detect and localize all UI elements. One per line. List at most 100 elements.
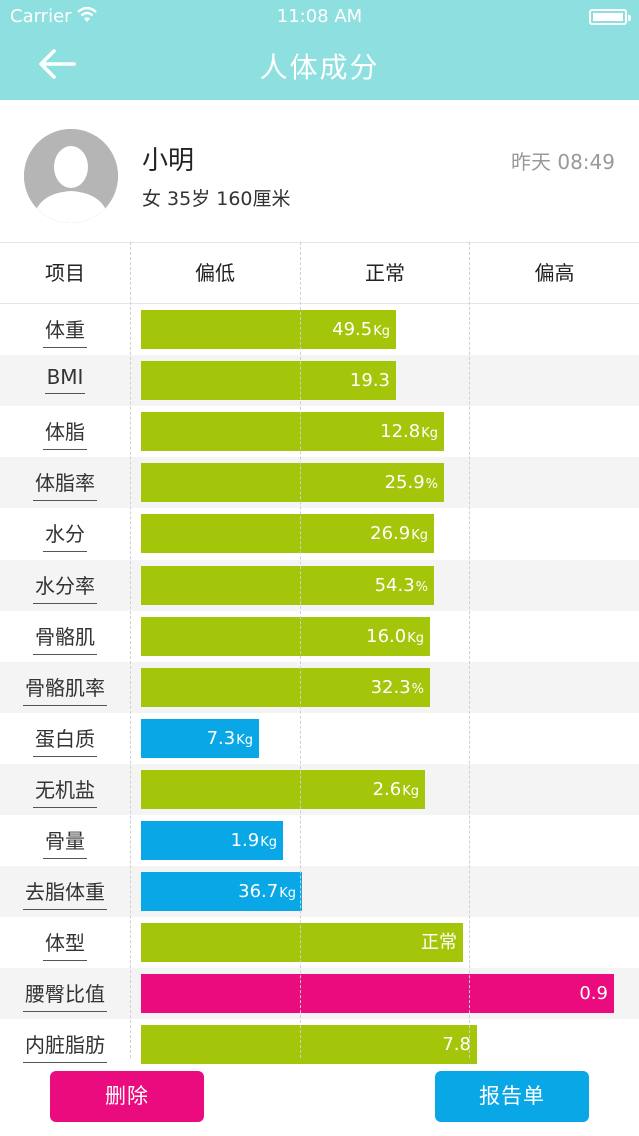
row-label-text: 内脏脂肪 xyxy=(23,1029,107,1064)
battery-icon xyxy=(589,9,631,25)
row-label-text: 体重 xyxy=(43,314,87,348)
row-label[interactable]: 水分率 xyxy=(0,570,130,604)
row-label[interactable]: 内脏脂肪 xyxy=(0,1029,130,1064)
value-bar: 1.9Kg xyxy=(141,821,283,860)
value-text: 7.8 xyxy=(442,1034,471,1056)
column-header-high: 偏高 xyxy=(534,261,575,285)
row-label[interactable]: 体脂率 xyxy=(0,467,130,502)
value-bar: 54.3% xyxy=(141,565,434,605)
value-text: 49.5 xyxy=(332,319,373,340)
value-text: 25.9 xyxy=(384,472,425,494)
row-label[interactable]: 体型 xyxy=(0,927,130,962)
value-text: 7.3 xyxy=(206,727,236,749)
value-text: 32.3 xyxy=(370,676,411,698)
nav-header: Carrier 11:08 AM 人体成分 xyxy=(0,0,639,100)
value-text: 26.9 xyxy=(370,523,411,545)
column-divider xyxy=(130,242,131,1058)
unit-text: Kg xyxy=(260,835,277,850)
column-header-item: 项目 xyxy=(45,261,85,285)
row-label-text: 水分 xyxy=(43,518,87,553)
value-text: 16.0 xyxy=(366,625,407,647)
row-label-text: 骨骼肌 xyxy=(33,621,97,655)
table-row: 骨骼肌率 32.3% xyxy=(0,661,639,713)
row-label-text: 体脂率 xyxy=(33,467,97,502)
row-label-text: 骨骼肌率 xyxy=(23,672,107,706)
unit-text: % xyxy=(425,477,438,493)
unit-text: Kg xyxy=(402,783,419,799)
value-bar: 2.6Kg xyxy=(141,769,425,809)
row-label[interactable]: 体脂 xyxy=(0,416,130,451)
value-bar: 32.3% xyxy=(141,667,430,707)
value-text: 正常 xyxy=(421,932,457,954)
user-name: 小明 xyxy=(142,146,195,176)
row-label-text: 体脂 xyxy=(43,416,87,451)
row-label[interactable]: 腰臀比值 xyxy=(0,978,130,1013)
table-row: 体重 49.5Kg xyxy=(0,304,639,355)
value-bar: 7.3Kg xyxy=(141,718,259,758)
column-header-low: 偏低 xyxy=(195,261,235,285)
value-text: 0.9 xyxy=(579,983,608,1005)
value-bar: 16.0Kg xyxy=(141,616,430,656)
table-header: 项目 偏低 正常 偏高 xyxy=(0,242,639,304)
unit-text: % xyxy=(415,579,428,595)
unit-text: % xyxy=(411,681,424,697)
back-button[interactable] xyxy=(34,44,82,84)
value-bar: 49.5Kg xyxy=(141,310,396,349)
user-silhouette-icon xyxy=(24,129,118,223)
unit-text: Kg xyxy=(236,732,253,748)
value-text: 19.3 xyxy=(349,370,390,392)
table-row: BMI 19.3 xyxy=(0,355,639,407)
status-time: 11:08 AM xyxy=(276,6,363,27)
row-label[interactable]: 骨骼肌率 xyxy=(0,672,130,706)
unit-text: Kg xyxy=(407,630,424,646)
carrier-label: Carrier xyxy=(10,6,72,27)
row-label-text: 腰臀比值 xyxy=(23,978,107,1013)
value-bar: 19.3 xyxy=(141,361,396,401)
value-bar: 36.7Kg xyxy=(141,872,302,912)
value-text: 2.6 xyxy=(372,778,402,800)
report-button[interactable]: 报告单 xyxy=(435,1071,589,1122)
table-row: 无机盐 2.6Kg xyxy=(0,763,639,815)
table-row: 去脂体重 36.7Kg xyxy=(0,866,639,918)
value-bar: 0.9 xyxy=(141,974,614,1014)
page-title: 人体成分 xyxy=(259,51,380,84)
row-label-text: 无机盐 xyxy=(33,774,97,808)
table-row: 腰臀比值 0.9 xyxy=(0,968,639,1020)
value-bar: 正常 xyxy=(141,923,463,963)
row-label[interactable]: 去脂体重 xyxy=(0,876,130,911)
unit-text: Kg xyxy=(421,426,438,442)
row-label[interactable]: BMI xyxy=(0,365,130,395)
value-bar: 7.8 xyxy=(141,1025,477,1065)
row-label[interactable]: 蛋白质 xyxy=(0,723,130,757)
table-row: 蛋白质 7.3Kg xyxy=(0,713,639,764)
profile-card: 小明 女 35岁 160厘米 昨天 08:49 xyxy=(0,100,639,242)
value-text: 36.7 xyxy=(238,881,279,903)
value-text: 1.9 xyxy=(230,830,260,851)
avatar[interactable] xyxy=(24,129,118,223)
row-label-text: BMI xyxy=(44,365,86,395)
table-row: 骨骼肌 16.0Kg xyxy=(0,611,639,662)
table-row: 骨量 1.9Kg xyxy=(0,815,639,866)
delete-button[interactable]: 删除 xyxy=(50,1071,204,1122)
column-divider xyxy=(469,242,470,1058)
column-divider xyxy=(300,242,301,1058)
value-bar: 26.9Kg xyxy=(141,514,434,554)
status-bar: Carrier 11:08 AM xyxy=(0,0,639,34)
table-row: 水分率 54.3% xyxy=(0,559,639,611)
table-row: 水分 26.9Kg xyxy=(0,508,639,559)
row-label[interactable]: 骨骼肌 xyxy=(0,621,130,655)
row-label[interactable]: 水分 xyxy=(0,518,130,553)
row-label[interactable]: 体重 xyxy=(0,314,130,348)
unit-text: Kg xyxy=(411,528,428,544)
table-row: 体脂 12.8Kg xyxy=(0,406,639,457)
unit-text: Kg xyxy=(373,324,390,339)
value-bar: 12.8Kg xyxy=(141,412,444,452)
row-label-text: 水分率 xyxy=(33,570,97,604)
value-text: 54.3 xyxy=(374,574,415,596)
value-bar: 25.9% xyxy=(141,463,444,503)
row-label[interactable]: 骨量 xyxy=(0,825,130,859)
table-row: 体型 正常 xyxy=(0,917,639,968)
row-label-text: 体型 xyxy=(43,927,87,962)
row-label[interactable]: 无机盐 xyxy=(0,774,130,808)
table-row: 体脂率 25.9% xyxy=(0,457,639,509)
